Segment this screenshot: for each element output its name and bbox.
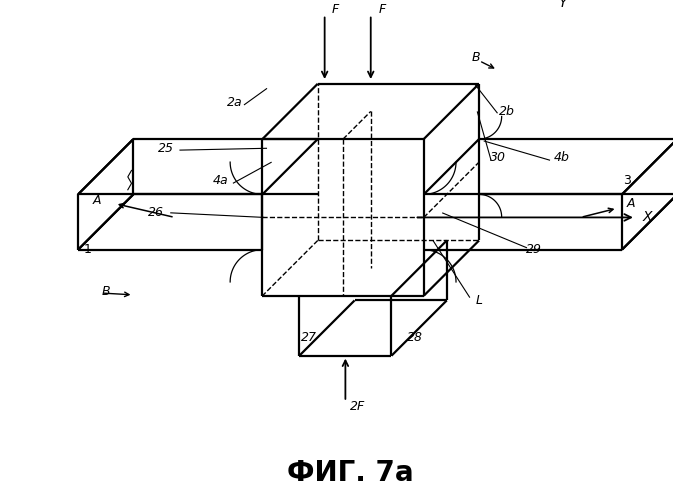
Text: F: F <box>378 4 386 16</box>
Text: B: B <box>472 52 481 64</box>
Text: 28: 28 <box>407 331 423 344</box>
Text: Y: Y <box>558 0 566 10</box>
Text: 26: 26 <box>148 206 164 220</box>
Text: 4b: 4b <box>554 151 570 164</box>
Text: 27: 27 <box>300 331 316 344</box>
Text: X: X <box>642 210 652 224</box>
Text: 2a: 2a <box>227 96 243 108</box>
Text: 2b: 2b <box>499 105 514 118</box>
Text: 4a: 4a <box>213 174 229 187</box>
Text: F: F <box>332 4 340 16</box>
Text: 2F: 2F <box>350 400 365 413</box>
Text: B: B <box>102 284 110 298</box>
Text: L: L <box>475 294 482 307</box>
Text: ФИГ. 7a: ФИГ. 7a <box>287 459 413 487</box>
Text: 25: 25 <box>158 142 174 155</box>
Text: A: A <box>627 197 636 210</box>
Text: 3: 3 <box>622 174 631 187</box>
Text: A: A <box>92 194 101 207</box>
Text: 29: 29 <box>526 243 542 256</box>
Text: 30: 30 <box>489 151 505 164</box>
Text: 1: 1 <box>83 243 91 256</box>
